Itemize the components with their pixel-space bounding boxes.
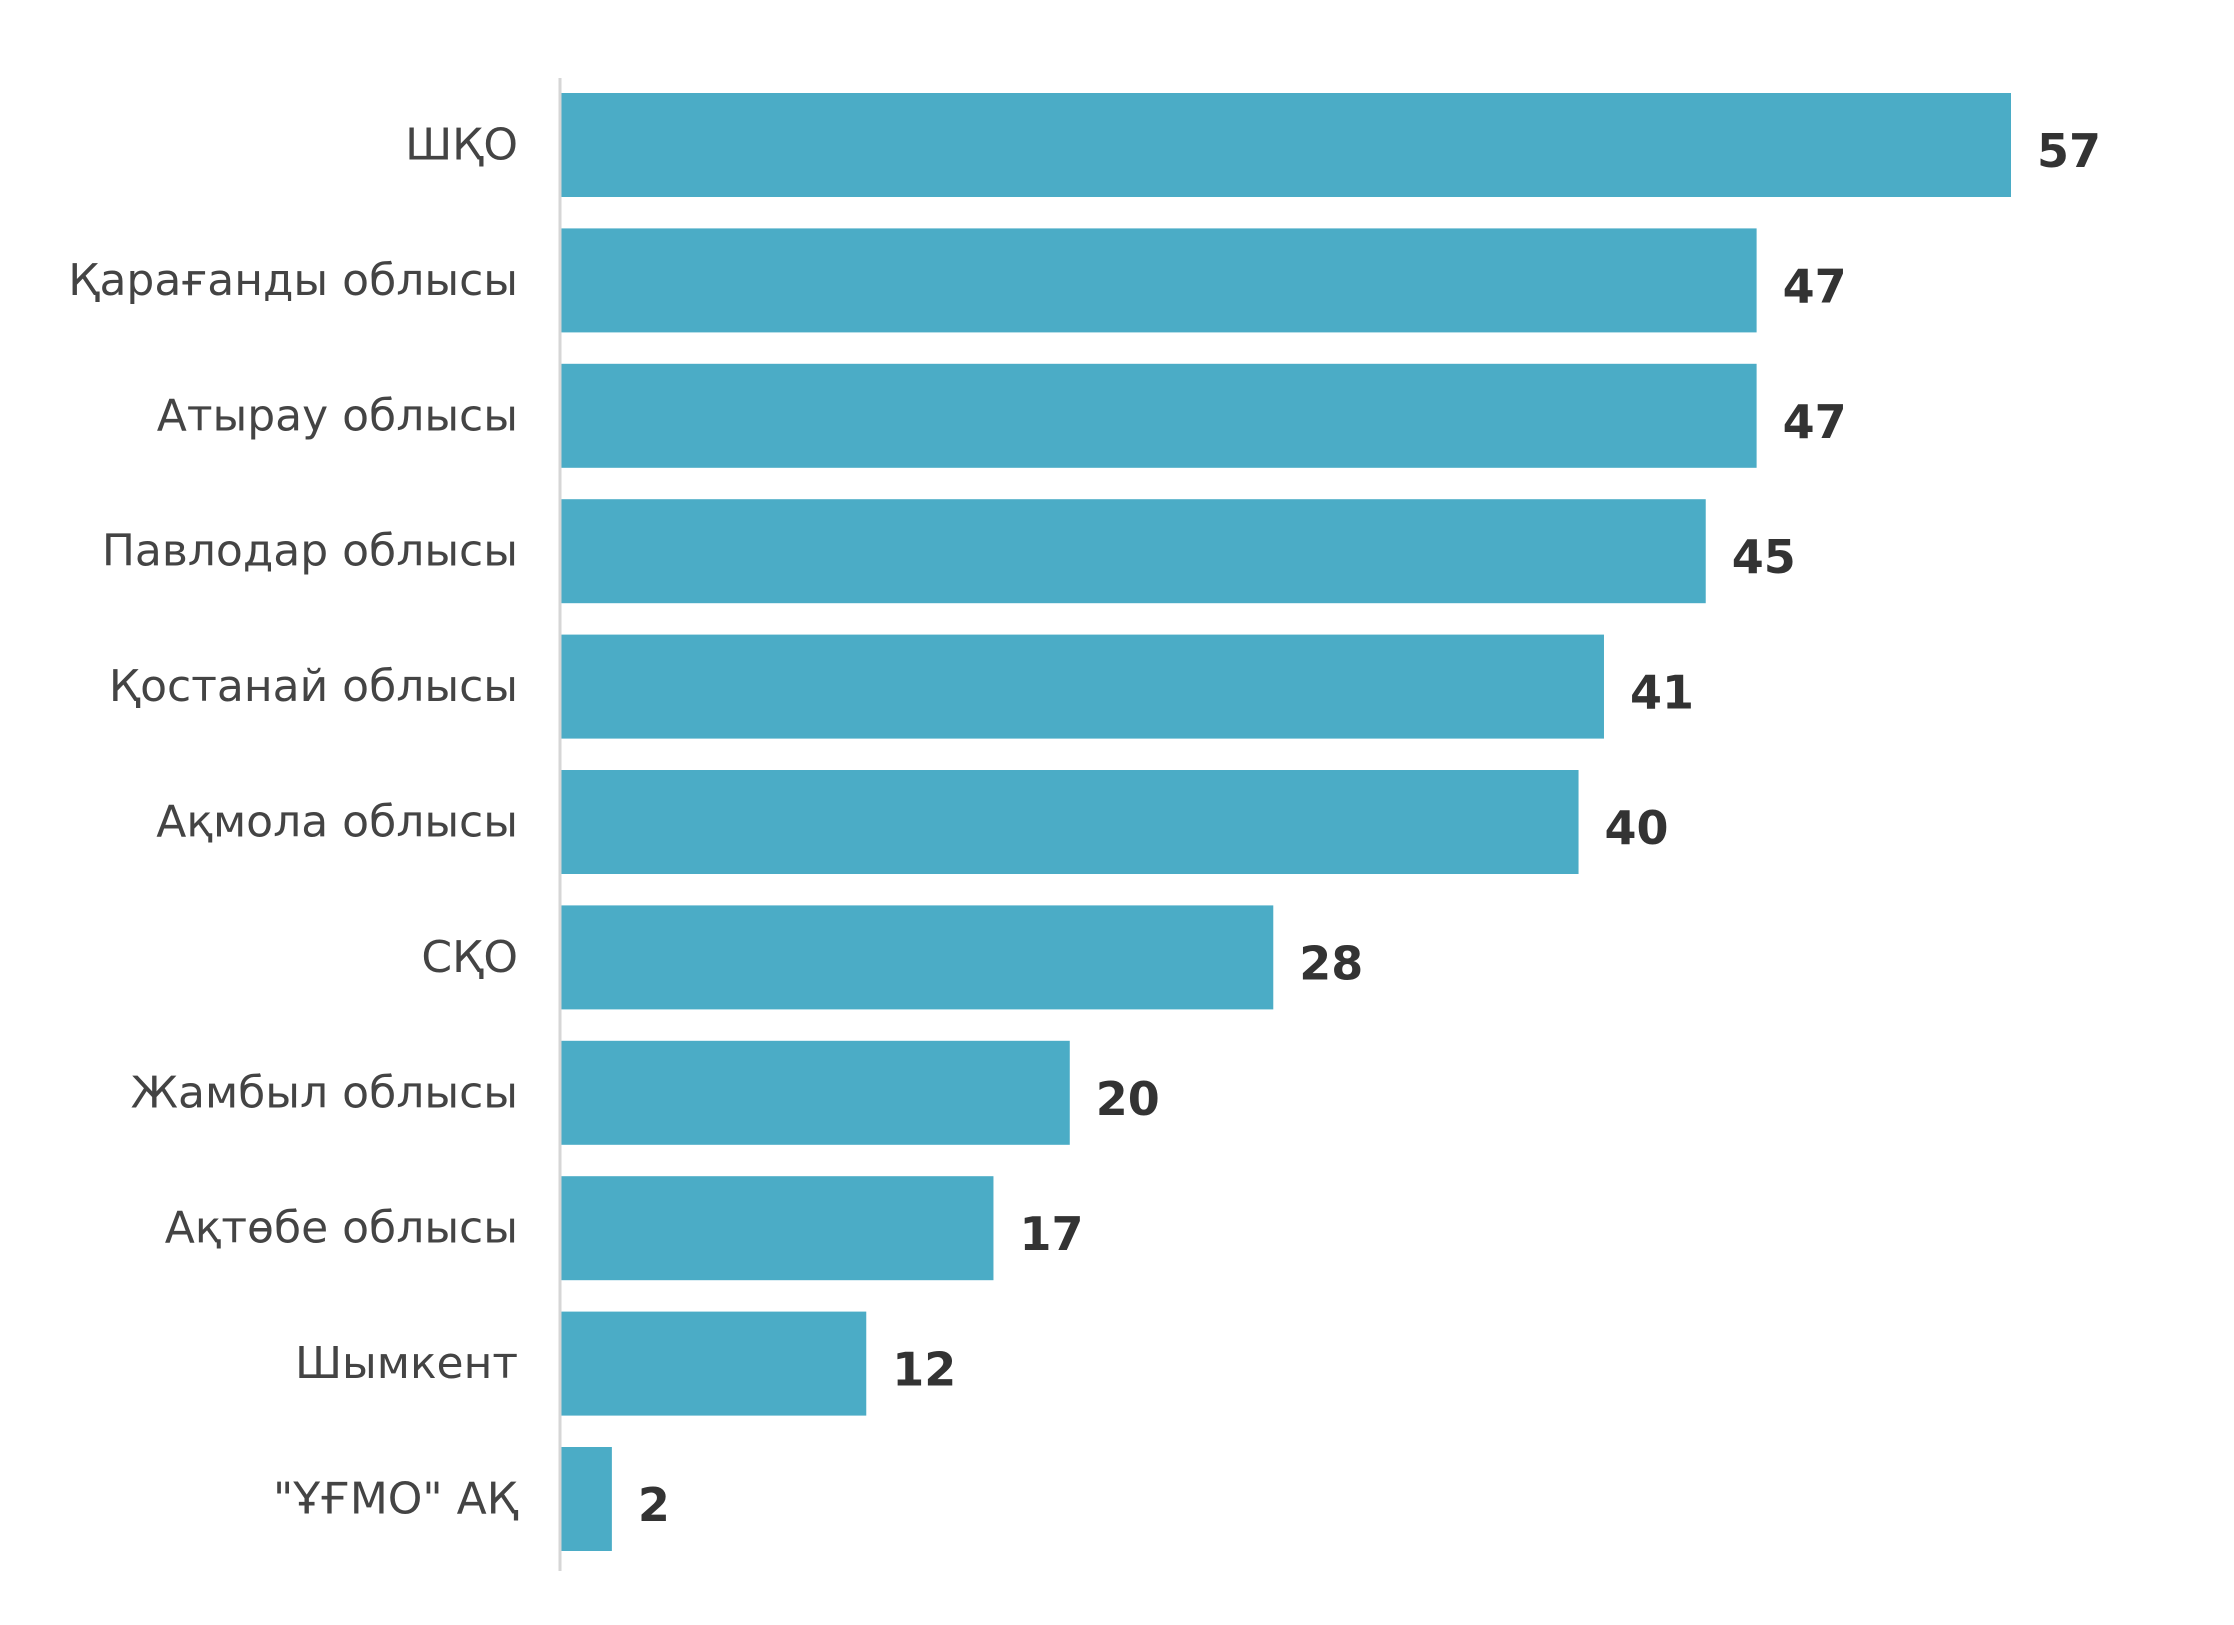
value-label-6: 40 — [1605, 801, 1669, 855]
category-label-7: СҚО — [421, 932, 518, 983]
value-label-5: 41 — [1630, 666, 1694, 720]
bars-layer — [561, 93, 2011, 1551]
category-label-11: "ҰҒМО" АҚ — [273, 1474, 519, 1525]
bar-11 — [561, 1447, 612, 1551]
category-label-9: Ақтөбе облысы — [165, 1203, 518, 1254]
value-label-3: 47 — [1783, 395, 1847, 449]
bar-3 — [561, 363, 1757, 468]
value-label-1: 57 — [2037, 124, 2101, 178]
value-labels: 57 47 47 45 41 40 28 20 17 12 2 — [638, 124, 2101, 1532]
bar-8 — [561, 1040, 1070, 1145]
category-label-8: Жамбыл облысы — [131, 1067, 518, 1118]
category-label-1: ШҚО — [405, 120, 518, 171]
category-label-2: Қарағанды облысы — [68, 255, 518, 306]
value-label-2: 47 — [1783, 259, 1847, 313]
value-label-10: 12 — [892, 1343, 956, 1397]
value-label-4: 45 — [1732, 530, 1796, 584]
value-label-8: 20 — [1096, 1072, 1160, 1126]
category-labels: ШҚО Қарағанды облысы Атырау облысы Павлодар… — [68, 120, 519, 1525]
category-label-3: Атырау облысы — [157, 390, 518, 441]
bar-5 — [561, 634, 1604, 739]
bar-2 — [561, 228, 1757, 333]
category-label-10: Шымкент — [295, 1338, 518, 1389]
category-label-6: Ақмола облысы — [156, 797, 518, 848]
value-label-9: 17 — [1019, 1207, 1083, 1261]
bar-6 — [561, 770, 1579, 874]
value-label-11: 2 — [638, 1478, 670, 1532]
category-label-4: Павлодар облысы — [102, 526, 518, 577]
bar-4 — [561, 499, 1706, 604]
bar-9 — [561, 1176, 994, 1281]
value-label-7: 28 — [1299, 936, 1363, 990]
category-label-5: Қостанай облысы — [109, 661, 518, 712]
bar-1 — [561, 93, 2011, 197]
bar-7 — [561, 905, 1274, 1010]
bar-10 — [561, 1311, 867, 1416]
